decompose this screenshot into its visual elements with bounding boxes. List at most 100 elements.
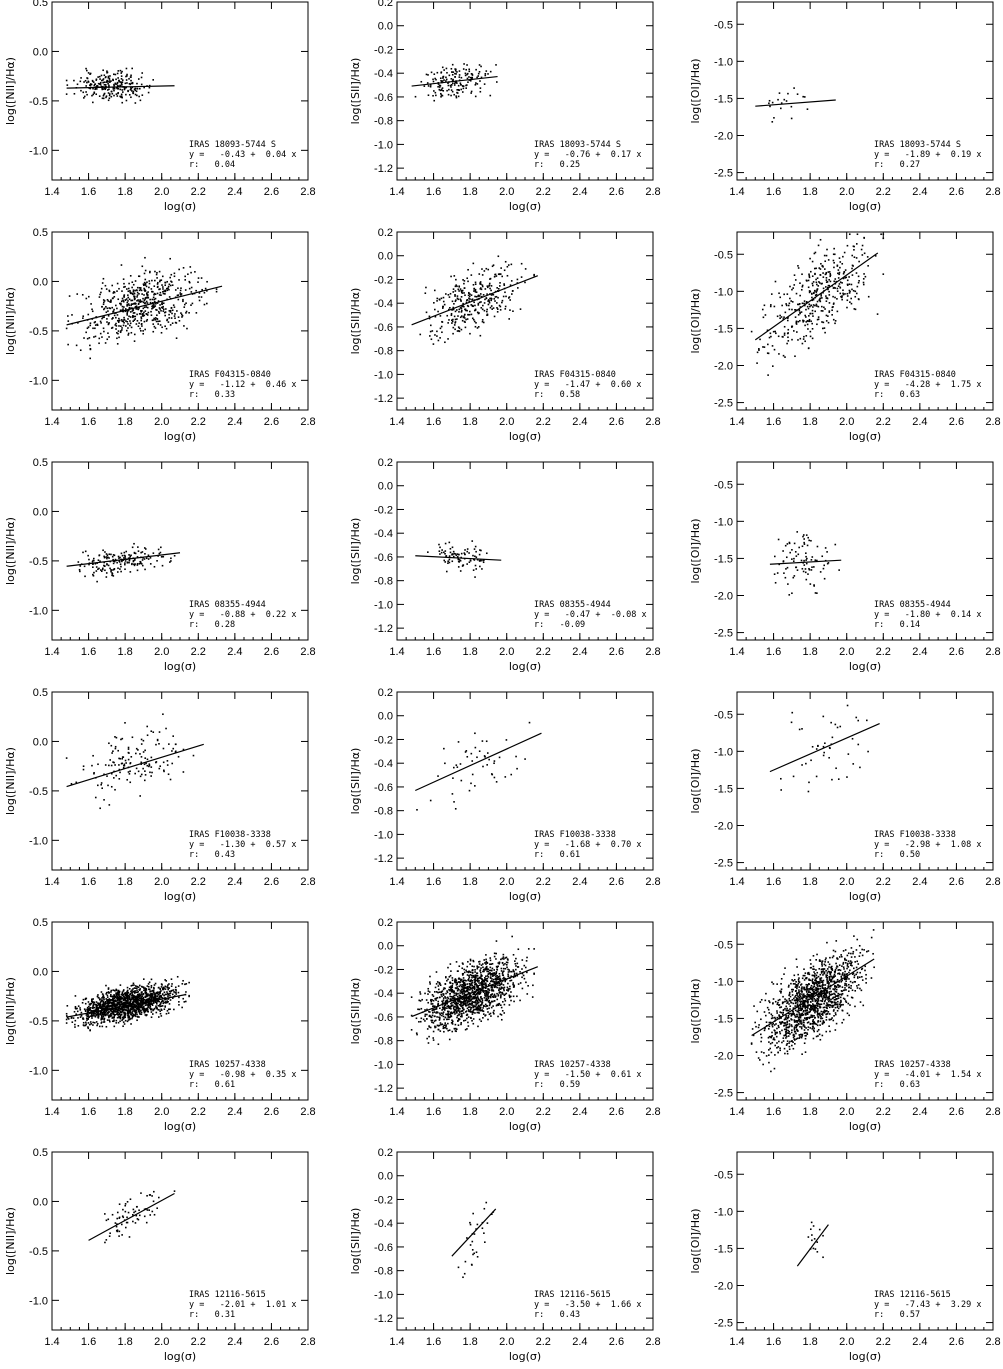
data-point xyxy=(103,300,106,302)
data-point xyxy=(786,332,789,335)
data-point xyxy=(138,1006,140,1008)
data-point xyxy=(93,1001,96,1004)
data-point xyxy=(133,295,135,297)
data-point xyxy=(148,1004,151,1007)
data-point xyxy=(110,1012,113,1015)
data-point xyxy=(791,288,793,291)
data-point xyxy=(113,89,115,92)
data-point xyxy=(501,299,504,302)
data-point xyxy=(126,1001,128,1004)
data-point xyxy=(125,93,127,96)
data-point xyxy=(106,775,108,777)
data-point xyxy=(112,750,114,753)
data-point xyxy=(862,278,865,280)
data-point xyxy=(463,280,466,282)
data-point xyxy=(862,283,865,286)
data-point xyxy=(793,274,796,276)
data-point xyxy=(840,295,842,298)
data-point xyxy=(802,95,804,98)
data-point xyxy=(164,979,166,981)
data-point xyxy=(479,992,482,995)
data-point xyxy=(123,763,126,766)
data-point xyxy=(126,75,128,77)
data-point xyxy=(109,1014,112,1017)
data-point xyxy=(188,280,191,283)
data-point xyxy=(114,1013,117,1016)
data-point xyxy=(162,288,164,290)
correlation-coefficient: r: 0.63 xyxy=(874,390,920,400)
data-point xyxy=(158,993,161,995)
data-point xyxy=(125,1009,128,1011)
data-point xyxy=(805,334,808,337)
data-point xyxy=(152,1000,154,1003)
data-point xyxy=(497,296,499,299)
data-point xyxy=(470,304,473,306)
x-tick-label: 1.8 xyxy=(802,186,817,198)
data-point xyxy=(110,300,112,302)
data-point xyxy=(154,318,157,321)
data-point xyxy=(480,549,482,552)
data-point xyxy=(117,989,120,992)
data-point xyxy=(159,279,162,282)
data-point xyxy=(439,89,442,92)
data-point xyxy=(473,301,475,304)
data-point xyxy=(102,79,104,81)
data-point xyxy=(154,982,157,985)
panel-5-1: 1.4 1.6 1.8 2.0 2.2 2.4 2.6 2.80.50.0-0.5-1.0lo… xyxy=(4,917,316,1133)
data-point xyxy=(171,322,174,325)
data-point xyxy=(187,273,189,276)
data-point xyxy=(181,1006,183,1009)
x-tick-label: 2.0 xyxy=(499,416,514,428)
data-point xyxy=(168,283,171,286)
data-point xyxy=(441,81,443,83)
data-point xyxy=(854,295,857,298)
data-point xyxy=(128,1016,131,1019)
y-tick-label: -2.0 xyxy=(714,131,733,143)
data-point xyxy=(104,1013,106,1016)
data-point xyxy=(455,95,457,97)
data-point xyxy=(161,984,163,986)
data-point xyxy=(128,997,130,999)
data-point xyxy=(458,76,461,78)
data-point xyxy=(509,309,511,311)
data-point xyxy=(107,1001,110,1004)
data-point xyxy=(160,990,162,992)
data-point xyxy=(471,74,474,76)
data-point xyxy=(129,311,132,313)
data-point xyxy=(159,987,161,990)
data-point xyxy=(829,280,832,283)
data-point xyxy=(86,1019,88,1021)
data-point xyxy=(105,556,108,558)
data-point xyxy=(127,323,129,325)
data-point xyxy=(805,301,808,303)
data-point xyxy=(133,88,136,91)
data-point xyxy=(73,92,76,95)
data-point xyxy=(144,278,147,281)
data-point xyxy=(459,763,462,765)
data-point xyxy=(117,1010,119,1012)
data-point xyxy=(164,325,166,328)
fit-equation: y = -1.89 + 0.19 x xyxy=(874,150,981,160)
data-point xyxy=(454,72,456,75)
data-point xyxy=(88,1015,90,1018)
data-point xyxy=(185,991,187,993)
correlation-coefficient: r: 0.58 xyxy=(534,390,580,400)
data-point xyxy=(126,1012,129,1014)
data-point xyxy=(142,996,145,999)
data-point xyxy=(108,77,111,80)
data-point xyxy=(143,311,145,314)
data-point xyxy=(140,316,142,318)
data-point xyxy=(161,564,164,567)
data-point xyxy=(456,89,458,91)
data-point xyxy=(133,995,136,997)
data-point xyxy=(136,296,138,298)
object-name: IRAS 18093-5744 S xyxy=(874,140,961,150)
data-point xyxy=(823,254,826,257)
data-point xyxy=(158,1000,160,1003)
data-point xyxy=(857,298,860,300)
data-point xyxy=(801,342,804,345)
data-point xyxy=(151,298,154,301)
data-point xyxy=(133,542,135,545)
data-point xyxy=(169,561,171,563)
y-tick-label: -0.4 xyxy=(374,528,393,540)
